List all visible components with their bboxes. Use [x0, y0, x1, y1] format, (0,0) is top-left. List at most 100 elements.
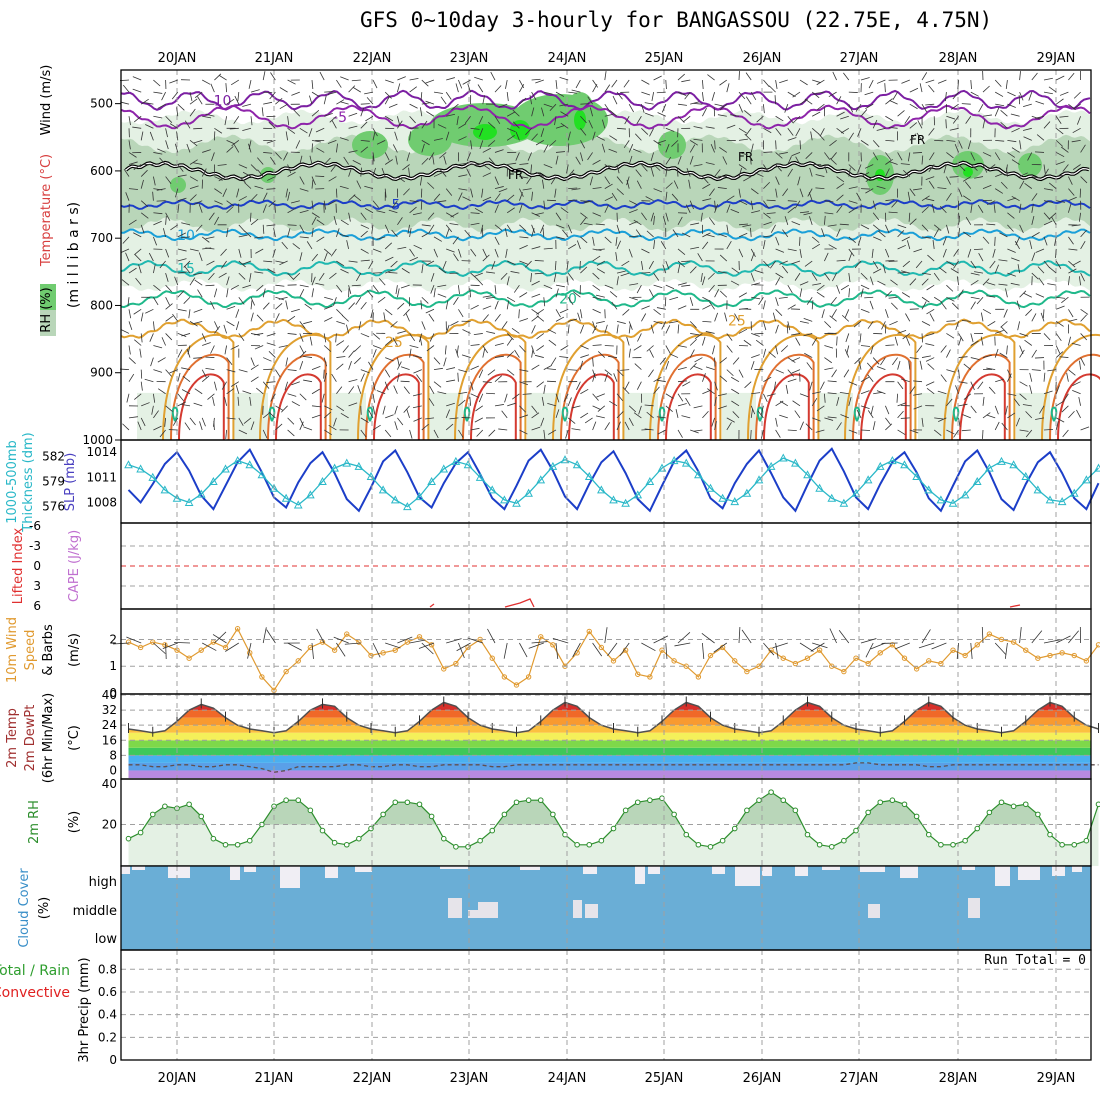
wind-barb: [653, 308, 661, 316]
wind-barb: [205, 236, 215, 240]
slp-tick-label: 1014: [86, 445, 117, 459]
wind-barb: [263, 152, 273, 154]
wind-barb: [928, 128, 935, 136]
wind-barb: [916, 132, 923, 141]
wind-barb: [226, 321, 235, 327]
wind-barb: [867, 410, 874, 419]
wind-barb: [714, 103, 724, 107]
wind-barb: [690, 246, 700, 250]
wind-barb: [348, 85, 356, 93]
wind10m-marker: [901, 655, 908, 661]
wind-barb: [311, 212, 320, 218]
temperature-contour-label: 5: [392, 198, 401, 214]
wind-barb: [372, 284, 379, 293]
wind-barb: [677, 248, 686, 255]
wind-barb: [921, 236, 931, 239]
wind-barb: [384, 369, 391, 378]
wind-barb: [900, 163, 910, 165]
wind-barb: [266, 629, 276, 644]
wind-barb: [306, 241, 313, 250]
wind-barb: [766, 212, 776, 215]
wind-barb: [270, 393, 276, 402]
wind-barb: [220, 248, 227, 256]
rh-key-label: RH (%): [39, 287, 54, 332]
wind-barb: [426, 345, 435, 352]
wind-barb: [511, 327, 520, 334]
wind-barb: [693, 126, 703, 129]
wind-barb: [409, 248, 415, 257]
wind-barb: [817, 103, 825, 110]
wind-barb: [811, 397, 818, 407]
wind-barb: [885, 224, 890, 234]
wind-barb: [249, 273, 252, 283]
cloud-high-gap: [325, 866, 338, 878]
wind-barb: [555, 79, 558, 90]
wind-barb: [677, 73, 685, 81]
thickness-marker: [306, 490, 315, 499]
wind-barb: [1035, 100, 1045, 105]
wind10m-marker: [1083, 658, 1090, 664]
wind-barb: [836, 285, 841, 294]
wind10m-marker: [1023, 647, 1029, 653]
wind-barb: [217, 164, 227, 166]
wind-barb: [543, 103, 553, 108]
wind-barb: [491, 260, 496, 270]
wind-barb: [360, 230, 368, 238]
rh2m-marker: [683, 831, 690, 838]
wind-barb: [193, 139, 203, 144]
wind-barb: [218, 74, 227, 81]
wind-barb: [878, 230, 886, 238]
cloud-high-gap: [520, 866, 540, 870]
stability-tick-label: 3: [33, 579, 41, 593]
wind-barb: [738, 127, 747, 134]
wind-barb: [568, 91, 578, 94]
wind-barb: [235, 321, 240, 331]
wind-barb: [450, 212, 459, 218]
wind-barb: [353, 194, 362, 202]
wind-barb: [340, 219, 349, 226]
wind-barb: [293, 272, 301, 280]
wind-barb: [702, 108, 707, 117]
wind-barb: [409, 103, 418, 109]
wind-barb: [1024, 339, 1033, 346]
wind-barb: [575, 79, 581, 89]
wind-barb: [952, 115, 959, 124]
wind-barb: [458, 162, 468, 165]
wind-barb: [821, 228, 825, 238]
wind-barb: [884, 83, 886, 93]
wind-barb: [531, 191, 533, 201]
wind-barb: [214, 381, 217, 391]
wind-barb: [995, 103, 1005, 107]
wind-barb: [238, 176, 246, 183]
wind-barb: [961, 103, 971, 105]
wind-barb: [1071, 342, 1081, 346]
wind-barb: [324, 296, 333, 301]
wind-barb: [751, 333, 760, 337]
wind-barb: [860, 308, 870, 313]
wind-barb: [348, 212, 351, 222]
wind-barb: [1031, 215, 1035, 225]
wind-barb: [250, 357, 255, 367]
wind-barb: [446, 248, 455, 253]
wind-barb: [1011, 127, 1020, 133]
wind-barb: [488, 157, 496, 165]
wind-barb: [348, 125, 358, 129]
wind-barb: [827, 392, 837, 395]
rh2m-marker: [453, 843, 459, 850]
wind-barb: [188, 309, 191, 319]
wind-barb: [445, 212, 455, 218]
wind-barb: [744, 381, 752, 389]
wind-barb: [571, 188, 581, 191]
wind-barb: [360, 302, 367, 310]
wind-barb: [466, 152, 471, 161]
wind-barb: [592, 308, 601, 314]
wind-barb: [250, 364, 259, 370]
wind-barb: [159, 429, 166, 438]
wind-barb: [623, 140, 630, 149]
wind-barb: [319, 71, 325, 81]
wind10m-marker: [1071, 652, 1077, 659]
wind-barb: [891, 200, 898, 208]
rh2m-marker: [137, 829, 144, 836]
wind-barb: [559, 308, 569, 314]
wind-barb: [546, 380, 557, 383]
